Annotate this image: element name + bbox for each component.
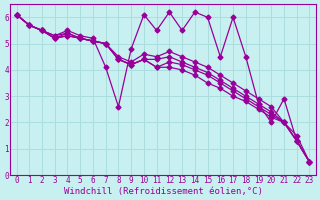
X-axis label: Windchill (Refroidissement éolien,°C): Windchill (Refroidissement éolien,°C) bbox=[64, 187, 262, 196]
